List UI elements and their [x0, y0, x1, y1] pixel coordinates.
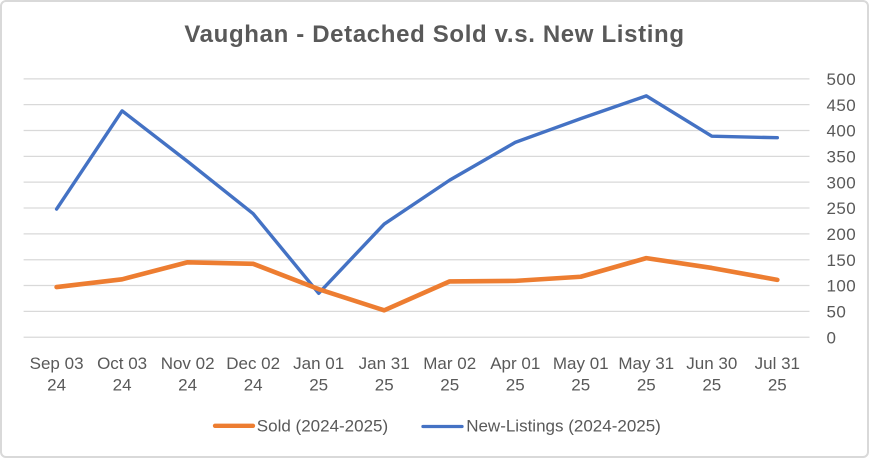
svg-text:24: 24: [113, 375, 132, 394]
svg-text:24: 24: [178, 375, 197, 394]
svg-text:50: 50: [827, 302, 847, 321]
svg-text:25: 25: [506, 375, 525, 394]
svg-text:Jan 31: Jan 31: [359, 354, 410, 373]
svg-text:250: 250: [827, 199, 857, 218]
svg-text:May 31: May 31: [618, 354, 674, 373]
svg-text:Jul 31: Jul 31: [755, 354, 800, 373]
svg-text:100: 100: [827, 277, 857, 296]
svg-text:0: 0: [827, 328, 837, 347]
svg-text:Apr 01: Apr 01: [490, 354, 540, 373]
svg-text:200: 200: [827, 225, 857, 244]
svg-text:Mar 02: Mar 02: [423, 354, 476, 373]
svg-text:300: 300: [827, 173, 857, 192]
svg-text:Jan 01: Jan 01: [293, 354, 344, 373]
svg-text:400: 400: [827, 122, 857, 141]
svg-text:25: 25: [637, 375, 656, 394]
svg-text:New-Listings (2024-2025): New-Listings (2024-2025): [466, 417, 661, 436]
svg-text:25: 25: [440, 375, 459, 394]
svg-text:Oct 03: Oct 03: [97, 354, 147, 373]
svg-text:25: 25: [702, 375, 721, 394]
svg-text:Nov 02: Nov 02: [161, 354, 215, 373]
svg-text:24: 24: [47, 375, 66, 394]
svg-text:25: 25: [309, 375, 328, 394]
svg-text:Dec 02: Dec 02: [226, 354, 280, 373]
svg-text:350: 350: [827, 147, 857, 166]
svg-text:150: 150: [827, 251, 857, 270]
svg-text:450: 450: [827, 96, 857, 115]
svg-text:Sep 03: Sep 03: [30, 354, 84, 373]
svg-text:25: 25: [571, 375, 590, 394]
svg-text:25: 25: [375, 375, 394, 394]
svg-text:May 01: May 01: [553, 354, 609, 373]
svg-text:Sold (2024-2025): Sold (2024-2025): [257, 417, 388, 436]
svg-text:Jun 30: Jun 30: [686, 354, 737, 373]
svg-text:500: 500: [827, 70, 857, 89]
svg-text:24: 24: [244, 375, 263, 394]
svg-text:25: 25: [768, 375, 787, 394]
